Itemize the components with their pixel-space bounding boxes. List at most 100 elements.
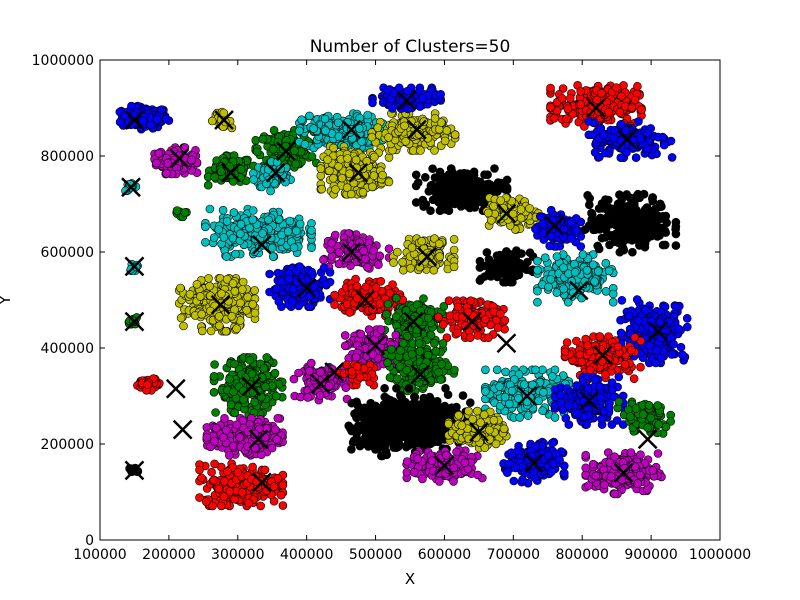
data-point	[601, 286, 611, 296]
data-point	[604, 266, 614, 276]
data-point	[549, 114, 559, 123]
data-point	[633, 82, 642, 91]
data-point	[676, 342, 686, 352]
data-point	[552, 288, 562, 297]
data-point	[590, 148, 600, 157]
data-point	[643, 129, 653, 138]
data-point	[565, 94, 575, 103]
data-point	[490, 164, 499, 173]
data-point	[204, 274, 213, 283]
data-point	[176, 313, 186, 323]
data-point	[197, 326, 207, 336]
data-point	[544, 282, 553, 292]
data-point	[496, 309, 505, 319]
data-point	[491, 264, 500, 273]
data-point	[614, 211, 624, 220]
data-point	[261, 382, 270, 392]
data-point	[662, 218, 672, 228]
data-point	[276, 277, 286, 286]
data-point	[205, 281, 214, 291]
data-point	[248, 215, 258, 224]
data-point	[584, 200, 594, 210]
data-point	[589, 225, 598, 235]
data-point	[291, 159, 301, 169]
data-point	[647, 194, 657, 204]
data-point	[603, 202, 613, 212]
data-point	[329, 173, 338, 183]
data-point	[248, 206, 258, 215]
data-point	[203, 180, 213, 190]
data-point	[418, 94, 428, 103]
data-point	[460, 185, 470, 194]
data-point	[627, 345, 636, 355]
data-point	[677, 350, 687, 360]
data-point	[444, 296, 454, 306]
data-point	[325, 267, 335, 277]
data-point	[449, 245, 459, 255]
data-point	[465, 203, 475, 213]
data-point	[316, 171, 326, 181]
data-point	[333, 118, 343, 128]
data-point	[514, 270, 524, 280]
data-point	[368, 182, 377, 192]
data-point	[531, 224, 540, 234]
data-point	[634, 117, 643, 126]
data-point	[429, 265, 439, 275]
data-point	[635, 236, 645, 246]
data-point	[533, 256, 542, 266]
data-point	[331, 185, 340, 194]
data-point	[398, 257, 407, 267]
cluster-26	[265, 262, 335, 312]
data-point	[219, 108, 229, 118]
data-point	[330, 300, 339, 310]
cluster-24	[533, 250, 618, 307]
data-point	[388, 104, 397, 113]
data-point	[596, 123, 606, 133]
data-point	[319, 255, 328, 265]
data-point	[248, 300, 257, 309]
data-point	[321, 280, 331, 289]
data-point	[595, 332, 605, 341]
data-point	[345, 308, 354, 317]
data-point	[291, 226, 301, 236]
data-point	[483, 208, 493, 218]
data-point	[268, 144, 278, 154]
data-point	[601, 258, 611, 268]
data-point	[236, 229, 245, 239]
data-point	[334, 132, 344, 141]
data-point	[239, 395, 248, 404]
data-point	[593, 241, 603, 251]
cluster-1	[115, 101, 174, 134]
data-point	[209, 233, 219, 242]
data-point	[407, 243, 417, 252]
data-point	[283, 227, 293, 236]
data-point	[420, 173, 430, 182]
data-point	[645, 341, 654, 351]
data-point	[636, 362, 645, 372]
data-point	[601, 195, 610, 204]
data-point	[345, 169, 354, 178]
data-point	[316, 164, 326, 173]
data-point	[226, 400, 236, 410]
data-point	[618, 242, 627, 252]
data-point	[121, 186, 130, 196]
data-point	[327, 238, 336, 248]
data-point	[383, 299, 393, 309]
data-point	[567, 234, 576, 243]
data-point	[440, 136, 450, 146]
data-point	[651, 358, 661, 368]
data-point	[252, 147, 262, 157]
data-point	[449, 235, 459, 244]
data-point	[221, 326, 231, 336]
data-point	[426, 206, 435, 215]
cluster-23	[475, 246, 538, 287]
data-point	[546, 205, 556, 215]
data-point	[436, 90, 446, 99]
data-point	[391, 293, 401, 303]
data-point	[560, 347, 570, 357]
data-point	[631, 153, 641, 162]
data-point	[320, 114, 330, 124]
data-point	[384, 133, 393, 142]
data-point	[274, 297, 284, 307]
data-point	[533, 265, 542, 275]
